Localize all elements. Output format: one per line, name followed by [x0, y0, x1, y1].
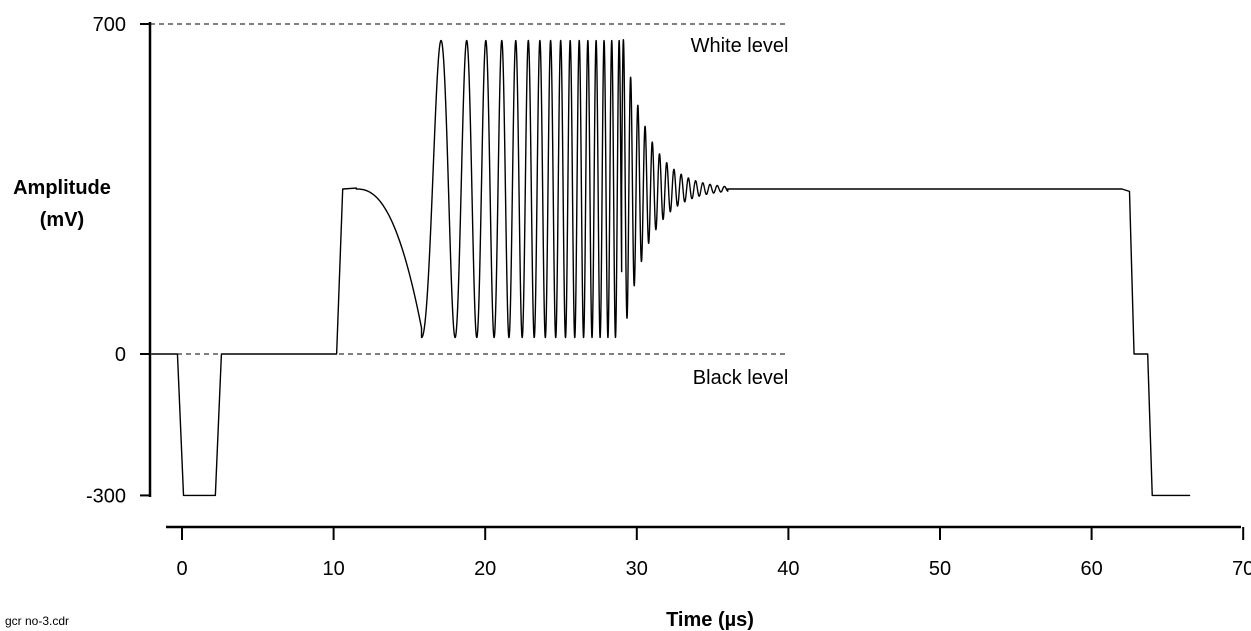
reference-label: White level	[691, 35, 789, 57]
x-tick-label: 30	[626, 558, 648, 580]
y-tick-label: 0	[115, 344, 126, 366]
y-axis-label-line1: Amplitude	[13, 177, 111, 199]
reference-label: Black level	[693, 367, 789, 389]
x-tick-label: 0	[176, 558, 187, 580]
y-axis-label-line2: (mV)	[40, 209, 84, 231]
x-tick-label: 20	[474, 558, 496, 580]
reference-lines: White level Black level	[150, 23, 789, 389]
x-axis-label: Time (µs)	[666, 609, 754, 631]
y-tick-label: 700	[93, 14, 126, 36]
x-tick-label: 10	[322, 558, 344, 580]
footer-note: gcr no-3.cdr	[5, 614, 69, 628]
x-tick-label: 70	[1232, 558, 1251, 580]
y-tick-label: -300	[86, 485, 126, 507]
waveform-series-line	[151, 39, 1191, 497]
x-tick-label: 50	[929, 558, 951, 580]
x-tick-label: 40	[777, 558, 799, 580]
x-tick-label: 60	[1080, 558, 1102, 580]
x-ticks: 0 10 20 30 40 50 60 70	[176, 527, 1251, 580]
y-ticks: 700 0 -300	[86, 14, 150, 507]
